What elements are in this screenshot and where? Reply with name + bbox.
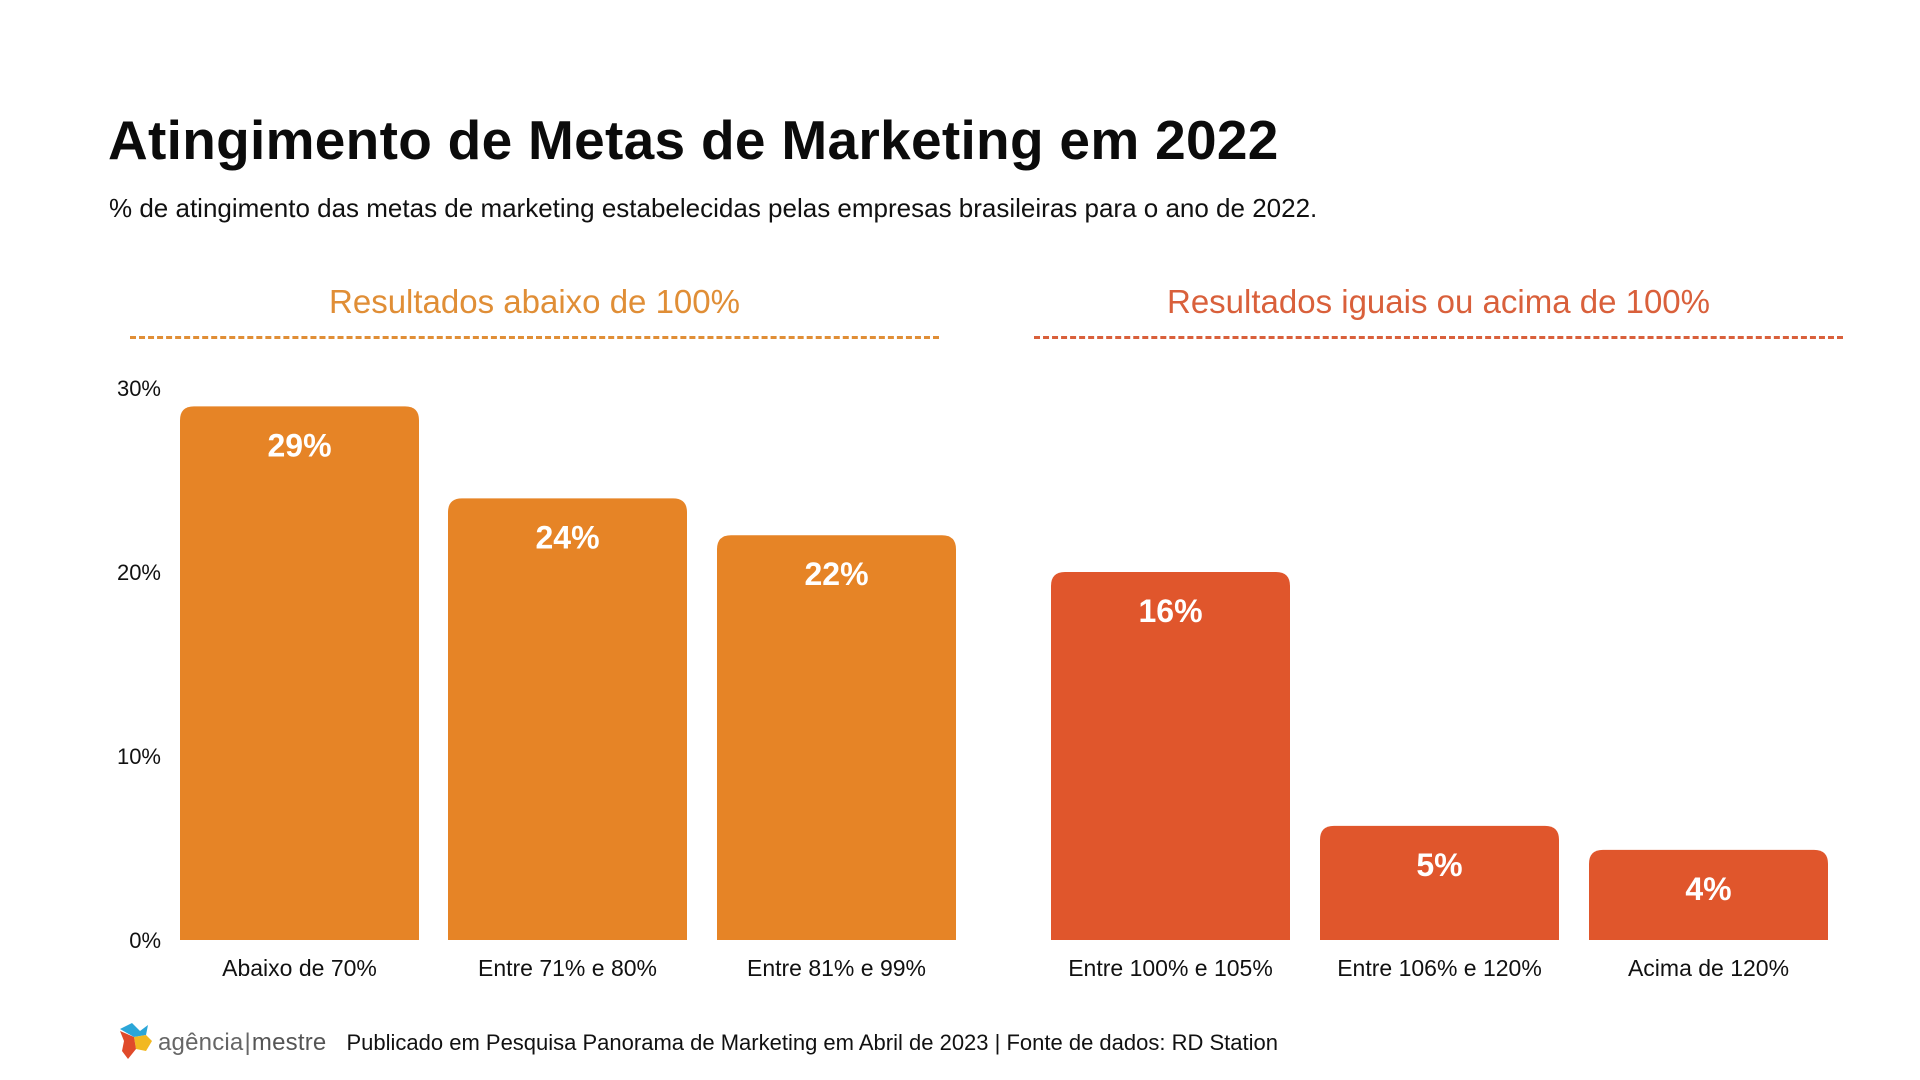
group-divider-above-100 [1034, 336, 1843, 339]
source-note: Publicado em Pesquisa Panorama de Market… [346, 1030, 1278, 1055]
y-tick-label: 0% [129, 928, 161, 953]
logo-text-mestre: mestre [251, 1029, 327, 1056]
bar [1320, 825, 1559, 940]
category-label: Entre 71% e 80% [478, 955, 657, 981]
category-label: Abaixo de 70% [222, 955, 377, 981]
y-tick-label: 30% [117, 376, 161, 401]
bar [448, 498, 687, 940]
footer: agência|mestre Publicado em Pesquisa Pan… [118, 1022, 1278, 1064]
bar-value-label: 24% [535, 519, 599, 555]
category-label: Entre 106% e 120% [1337, 955, 1542, 981]
bar-value-label: 5% [1416, 847, 1462, 883]
bar [717, 535, 956, 940]
y-tick-label: 20% [117, 560, 161, 585]
category-label: Entre 81% e 99% [747, 955, 926, 981]
bar-value-label: 16% [1138, 593, 1202, 629]
group-header-below-100: Resultados abaixo de 100% [329, 283, 740, 320]
logo-separator: | [244, 1029, 251, 1056]
y-tick-label: 10% [117, 744, 161, 769]
agencia-mestre-logo: agência|mestre [118, 1021, 326, 1066]
bar-value-label: 22% [804, 556, 868, 592]
bar [180, 406, 419, 940]
bar [1051, 572, 1290, 940]
category-label: Entre 100% e 105% [1068, 955, 1273, 981]
bar [1589, 849, 1828, 940]
group-divider-below-100 [130, 336, 939, 339]
agencia-mestre-star-icon [118, 1021, 154, 1066]
group-header-above-100: Resultados iguais ou acima de 100% [1166, 283, 1710, 320]
logo-text-agencia: agência [158, 1029, 244, 1056]
chart-title: Atingimento de Metas de Marketing em 202… [108, 109, 1279, 171]
category-label: Acima de 120% [1628, 955, 1789, 981]
bar-value-label: 4% [1685, 871, 1731, 907]
chart-subtitle: % de atingimento das metas de marketing … [109, 193, 1318, 223]
bar-value-label: 29% [267, 427, 331, 463]
